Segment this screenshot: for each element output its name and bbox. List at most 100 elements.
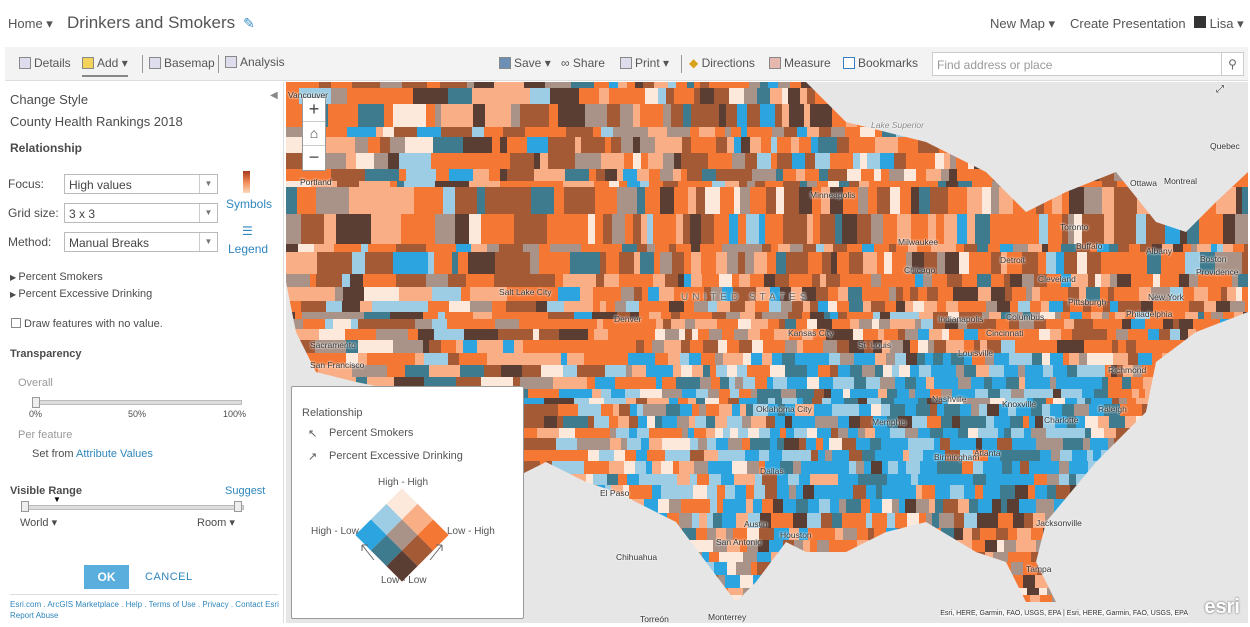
county[interactable] bbox=[1119, 416, 1126, 429]
county[interactable] bbox=[828, 485, 844, 500]
county[interactable] bbox=[383, 127, 395, 138]
county[interactable] bbox=[561, 353, 568, 366]
county[interactable] bbox=[1203, 485, 1215, 500]
county[interactable] bbox=[498, 329, 534, 341]
county[interactable] bbox=[824, 153, 831, 170]
county[interactable] bbox=[1207, 365, 1214, 378]
county[interactable] bbox=[399, 169, 407, 182]
county[interactable] bbox=[647, 214, 654, 245]
county[interactable] bbox=[731, 127, 742, 138]
county[interactable] bbox=[1019, 619, 1028, 623]
county[interactable] bbox=[661, 552, 675, 563]
county[interactable] bbox=[586, 474, 594, 486]
county[interactable] bbox=[687, 552, 703, 563]
county[interactable] bbox=[1146, 438, 1153, 451]
county[interactable] bbox=[961, 575, 971, 589]
county[interactable] bbox=[1189, 450, 1197, 462]
county[interactable] bbox=[933, 319, 946, 330]
county[interactable] bbox=[759, 214, 766, 245]
county[interactable] bbox=[751, 353, 763, 366]
county[interactable] bbox=[358, 104, 385, 128]
county[interactable] bbox=[643, 562, 652, 576]
county[interactable] bbox=[1098, 416, 1110, 429]
county[interactable] bbox=[1198, 312, 1205, 320]
county[interactable] bbox=[937, 552, 944, 563]
county[interactable] bbox=[901, 438, 909, 451]
county[interactable] bbox=[926, 562, 935, 576]
county[interactable] bbox=[890, 609, 897, 620]
county[interactable] bbox=[817, 428, 832, 439]
county[interactable] bbox=[1211, 329, 1218, 341]
county[interactable] bbox=[1133, 365, 1143, 378]
county[interactable] bbox=[1067, 562, 1081, 576]
county[interactable] bbox=[807, 319, 818, 330]
county[interactable] bbox=[1019, 499, 1030, 514]
county[interactable] bbox=[1203, 404, 1210, 417]
county[interactable] bbox=[466, 274, 495, 288]
county[interactable] bbox=[968, 619, 980, 623]
county[interactable] bbox=[471, 244, 488, 253]
county[interactable] bbox=[887, 513, 896, 529]
county[interactable] bbox=[361, 244, 369, 253]
county[interactable] bbox=[579, 552, 591, 563]
county[interactable] bbox=[1001, 252, 1008, 275]
county[interactable] bbox=[683, 595, 691, 610]
county[interactable] bbox=[1185, 461, 1192, 475]
county[interactable] bbox=[1242, 187, 1248, 215]
county[interactable] bbox=[286, 88, 300, 105]
county[interactable] bbox=[1171, 252, 1186, 275]
county[interactable] bbox=[849, 181, 860, 188]
county[interactable] bbox=[812, 187, 822, 215]
county[interactable] bbox=[394, 127, 418, 138]
county[interactable] bbox=[1216, 301, 1231, 313]
county[interactable] bbox=[1158, 389, 1166, 399]
county[interactable] bbox=[945, 244, 957, 253]
county[interactable] bbox=[529, 499, 559, 514]
county[interactable] bbox=[784, 438, 800, 451]
county[interactable] bbox=[971, 404, 980, 417]
county[interactable] bbox=[432, 319, 448, 330]
county[interactable] bbox=[1023, 312, 1032, 320]
county[interactable] bbox=[727, 540, 741, 553]
county[interactable] bbox=[655, 137, 669, 154]
county[interactable] bbox=[1243, 312, 1248, 320]
county[interactable] bbox=[608, 609, 623, 620]
county[interactable] bbox=[674, 552, 688, 563]
county[interactable] bbox=[873, 416, 888, 429]
county[interactable] bbox=[522, 365, 542, 378]
county[interactable] bbox=[1031, 552, 1044, 563]
county[interactable] bbox=[1157, 319, 1164, 330]
county[interactable] bbox=[314, 353, 324, 366]
county[interactable] bbox=[584, 619, 612, 623]
county[interactable] bbox=[957, 169, 965, 182]
county[interactable] bbox=[510, 153, 535, 170]
county[interactable] bbox=[755, 127, 763, 138]
county[interactable] bbox=[783, 181, 794, 188]
county[interactable] bbox=[868, 540, 883, 553]
county[interactable] bbox=[725, 485, 736, 500]
county[interactable] bbox=[1011, 389, 1025, 399]
county[interactable] bbox=[928, 588, 940, 596]
county[interactable] bbox=[745, 252, 755, 275]
county[interactable] bbox=[911, 187, 920, 215]
county[interactable] bbox=[440, 82, 468, 89]
county[interactable] bbox=[837, 301, 850, 313]
county[interactable] bbox=[1180, 595, 1188, 610]
county[interactable] bbox=[998, 104, 1008, 128]
county[interactable] bbox=[905, 377, 917, 390]
county[interactable] bbox=[839, 450, 850, 462]
county[interactable] bbox=[1000, 244, 1014, 253]
county[interactable] bbox=[1172, 312, 1186, 320]
county[interactable] bbox=[1194, 404, 1204, 417]
county[interactable] bbox=[719, 274, 733, 288]
county[interactable] bbox=[976, 438, 983, 451]
county[interactable] bbox=[676, 214, 684, 245]
county[interactable] bbox=[448, 274, 467, 288]
county[interactable] bbox=[919, 214, 929, 245]
county[interactable] bbox=[1061, 540, 1071, 553]
county[interactable] bbox=[314, 244, 335, 253]
county[interactable] bbox=[850, 365, 863, 378]
county[interactable] bbox=[1110, 499, 1124, 514]
county[interactable] bbox=[726, 312, 741, 320]
county[interactable] bbox=[941, 104, 957, 128]
